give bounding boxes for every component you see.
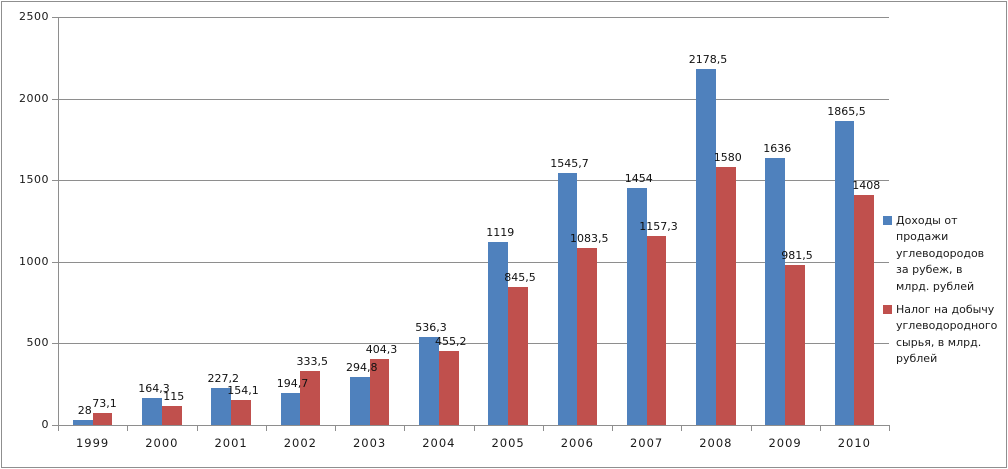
bar-income-2002 [280, 393, 301, 425]
bar-income-2003 [349, 376, 370, 425]
bar-tax-2003 [369, 359, 390, 425]
bar-tax-2010 [854, 195, 875, 425]
legend: Доходы от продажи углеводородов за рубеж… [883, 213, 1005, 375]
bar-tax-1999 [92, 413, 113, 425]
x-axis-category-label: 2000 [145, 436, 179, 450]
bar-income-2006 [557, 172, 578, 425]
x-axis-category-label: 2009 [768, 436, 802, 450]
bar-label-tax-2002: 333,5 [296, 354, 329, 368]
legend-label: Налог на добычу углеводородного сырья, в… [896, 303, 998, 366]
x-axis-tick [681, 425, 683, 431]
y-axis-tick-label: 2500 [19, 10, 49, 23]
y-axis-tick-label: 1000 [19, 254, 49, 268]
bar-label-income-2010: 1865,5 [827, 104, 866, 118]
bar-label-tax-2006: 1083,5 [570, 232, 609, 246]
x-axis-tick [750, 425, 752, 431]
bar-tax-2001 [231, 399, 251, 425]
bar-label-tax-2003: 404,3 [365, 343, 398, 357]
bar-income-2007 [626, 187, 647, 425]
y-axis-line [58, 17, 59, 425]
x-axis-category-label: 1999 [75, 436, 110, 450]
y-axis-tick-label: 2000 [19, 91, 49, 105]
gridline [52, 180, 889, 182]
x-axis-category-label: 2010 [837, 436, 872, 450]
bar-tax-2002 [300, 370, 321, 425]
bar-label-tax-2007: 1157,3 [639, 220, 678, 234]
x-axis-tick [265, 425, 267, 431]
x-axis-tick [819, 425, 821, 431]
bar-income-2005 [488, 242, 509, 425]
bar-tax-2008 [715, 167, 736, 425]
gridline [52, 261, 889, 263]
y-axis-tick-label: 0 [41, 418, 49, 431]
legend-marker-icon [883, 216, 892, 225]
bar-label-tax-2008: 1580 [713, 151, 742, 165]
legend-item-income: Доходы от продажи углеводородов за рубеж… [883, 213, 1005, 295]
bar-label-income-2005: 1119 [486, 226, 515, 240]
x-axis-category-label: 2004 [422, 436, 456, 450]
bar-tax-2005 [508, 287, 528, 425]
bar-label-tax-2010: 1408 [852, 179, 881, 193]
x-axis-category-label: 2002 [283, 436, 318, 450]
bar-income-2009 [765, 158, 786, 425]
bar-income-2000 [142, 398, 162, 425]
x-axis-category-label: 2006 [560, 436, 595, 450]
bar-label-tax-2009: 981,5 [781, 248, 813, 262]
bar-label-income-1999: 28 [77, 404, 92, 418]
gridline [52, 98, 889, 100]
bar-label-tax-2001: 154,1 [227, 383, 259, 397]
x-axis-tick [612, 425, 613, 431]
x-axis-tick [542, 425, 544, 431]
bar-label-tax-2004: 455,2 [435, 334, 467, 348]
gridline [52, 17, 889, 18]
legend-marker-icon [883, 305, 892, 315]
bar-tax-2007 [646, 236, 667, 425]
bar-label-tax-1999: 73,1 [92, 397, 117, 411]
x-axis-tick [473, 425, 475, 431]
y-axis-tick-label: 500 [26, 336, 49, 350]
bar-label-income-2006: 1545,7 [550, 156, 589, 170]
bar-label-income-2003: 294,8 [345, 360, 378, 374]
bar-label-income-2000: 164,3 [138, 382, 170, 396]
legend-label: Доходы от продажи углеводородов за рубеж… [896, 214, 985, 293]
x-axis-tick [127, 425, 129, 431]
bar-income-2001 [211, 387, 232, 425]
bar-label-income-2002: 194,7 [276, 377, 309, 391]
bar-income-1999 [72, 420, 93, 425]
x-axis-tick [335, 425, 336, 431]
x-axis-category-label: 2001 [214, 436, 248, 450]
x-axis-tick [889, 425, 890, 431]
bar-tax-2004 [438, 350, 459, 425]
x-axis-line [52, 425, 889, 426]
bar-tax-2000 [161, 406, 182, 425]
bar-label-income-2001: 227,2 [207, 371, 239, 385]
x-axis-category-label: 2005 [491, 436, 525, 450]
gridline [52, 343, 889, 345]
x-axis-category-label: 2008 [699, 436, 733, 450]
bar-tax-2006 [577, 248, 598, 425]
legend-item-tax: Налог на добычу углеводородного сырья, в… [883, 302, 1005, 368]
bar-label-income-2009: 1636 [763, 142, 792, 155]
bar-label-tax-2005: 845,5 [504, 271, 536, 284]
bar-label-income-2007: 1454 [624, 171, 653, 185]
bar-label-tax-2000: 115 [163, 390, 185, 404]
y-axis-tick-label: 1500 [19, 173, 49, 187]
x-axis-category-label: 2003 [352, 436, 387, 450]
bar-tax-2009 [785, 264, 805, 425]
x-axis-tick [58, 425, 59, 431]
bar-income-2008 [696, 69, 716, 425]
x-axis-category-label: 2007 [629, 436, 664, 450]
x-axis-tick [196, 425, 198, 431]
x-axis-tick [404, 425, 406, 431]
bar-label-income-2008: 2178,5 [688, 53, 728, 67]
bar-income-2010 [834, 120, 855, 425]
bar-income-2004 [419, 337, 439, 425]
bar-label-income-2004: 536,3 [415, 321, 447, 335]
